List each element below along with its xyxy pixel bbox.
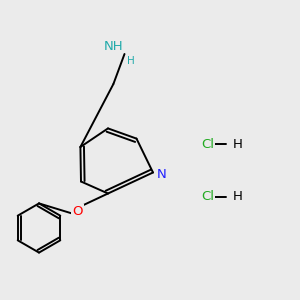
- Text: Cl: Cl: [201, 137, 214, 151]
- Text: NH: NH: [103, 40, 123, 52]
- Text: H: H: [232, 137, 242, 151]
- Text: N: N: [157, 168, 166, 182]
- Text: O: O: [72, 205, 83, 218]
- Text: H: H: [232, 190, 242, 203]
- Text: H: H: [127, 56, 135, 66]
- Text: Cl: Cl: [201, 190, 214, 203]
